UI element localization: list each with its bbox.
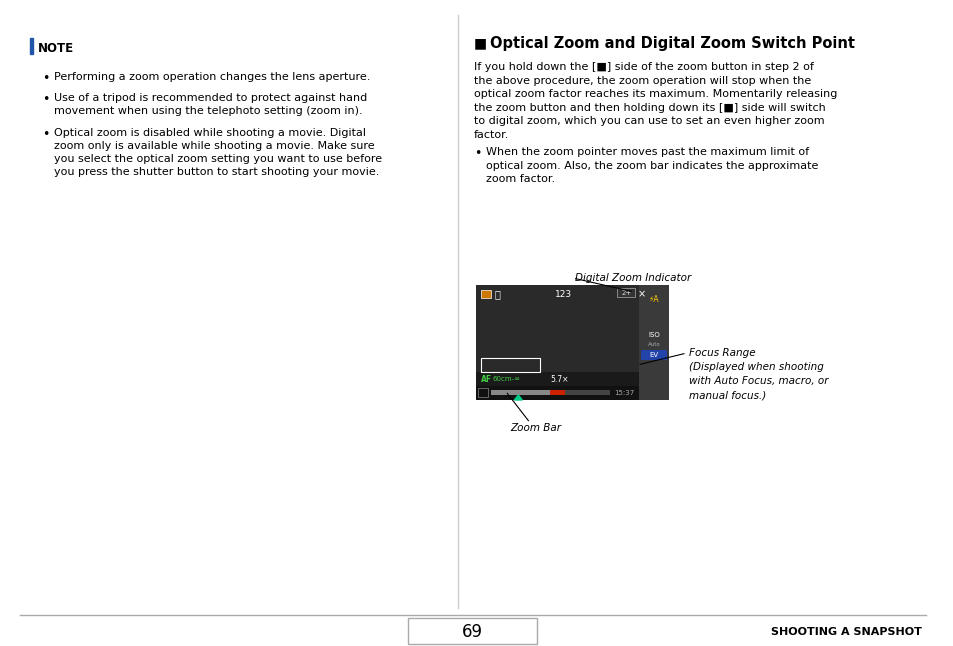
Text: factor.: factor. (474, 129, 509, 140)
Bar (30, 38, 32, 54)
Text: •: • (474, 147, 480, 160)
Bar (476, 285, 639, 400)
Text: Digital Zoom Indicator: Digital Zoom Indicator (575, 273, 690, 283)
Text: Optical zoom is disabled while shooting a movie. Digital
zoom only is available : Optical zoom is disabled while shooting … (53, 127, 381, 177)
Bar (640, 350, 666, 360)
Text: EV: EV (649, 352, 658, 358)
Bar (480, 290, 490, 298)
Bar (490, 390, 550, 395)
Text: Optical Zoom and Digital Zoom Switch Point: Optical Zoom and Digital Zoom Switch Poi… (489, 36, 854, 51)
Bar (480, 358, 539, 372)
Bar (617, 288, 635, 297)
Text: AF: AF (480, 375, 492, 384)
Text: to digital zoom, which you can use to set an even higher zoom: to digital zoom, which you can use to se… (474, 116, 823, 126)
Text: When the zoom pointer moves past the maximum limit of: When the zoom pointer moves past the max… (485, 147, 808, 157)
Text: ×: × (637, 289, 645, 299)
Text: •: • (42, 127, 49, 140)
Text: ■: ■ (474, 36, 486, 50)
Text: 15:37: 15:37 (614, 390, 634, 396)
Polygon shape (514, 395, 521, 400)
Text: 5.7×: 5.7× (550, 375, 568, 384)
Text: Zoom Bar: Zoom Bar (510, 423, 560, 433)
Text: the zoom button and then holding down its [■] side will switch: the zoom button and then holding down it… (474, 103, 824, 112)
Text: Performing a zoom operation changes the lens aperture.: Performing a zoom operation changes the … (53, 72, 370, 82)
Bar (476, 372, 639, 386)
Text: 123: 123 (555, 289, 572, 298)
Text: •: • (42, 72, 49, 85)
Text: zoom factor.: zoom factor. (485, 174, 555, 184)
Bar (408, 618, 537, 644)
Text: Focus Range
(Displayed when shooting
with Auto Focus, macro, or
manual focus.): Focus Range (Displayed when shooting wit… (688, 348, 827, 400)
Text: optical zoom. Also, the zoom bar indicates the approximate: optical zoom. Also, the zoom bar indicat… (485, 160, 817, 171)
Text: 60cm-∞: 60cm-∞ (492, 376, 520, 382)
Text: ⌕: ⌕ (494, 289, 500, 299)
Text: Use of a tripod is recommended to protect against hand
movement when using the t: Use of a tripod is recommended to protec… (53, 92, 366, 116)
Text: Auto: Auto (647, 342, 659, 346)
Text: ISO: ISO (648, 332, 659, 338)
Text: optical zoom factor reaches its maximum. Momentarily releasing: optical zoom factor reaches its maximum.… (474, 89, 836, 99)
Bar (490, 390, 609, 395)
Text: NOTE: NOTE (37, 41, 73, 54)
Text: 69: 69 (462, 623, 483, 641)
Bar (476, 386, 639, 400)
Text: 2+: 2+ (620, 289, 631, 295)
Text: ⚡A: ⚡A (648, 295, 659, 304)
Bar (477, 388, 487, 397)
Text: the above procedure, the zoom operation will stop when the: the above procedure, the zoom operation … (474, 76, 810, 85)
Text: SHOOTING A SNAPSHOT: SHOOTING A SNAPSHOT (770, 627, 921, 637)
Bar (639, 285, 668, 400)
Bar (550, 390, 564, 395)
Text: If you hold down the [■] side of the zoom button in step 2 of: If you hold down the [■] side of the zoo… (474, 62, 813, 72)
Text: •: • (42, 92, 49, 105)
